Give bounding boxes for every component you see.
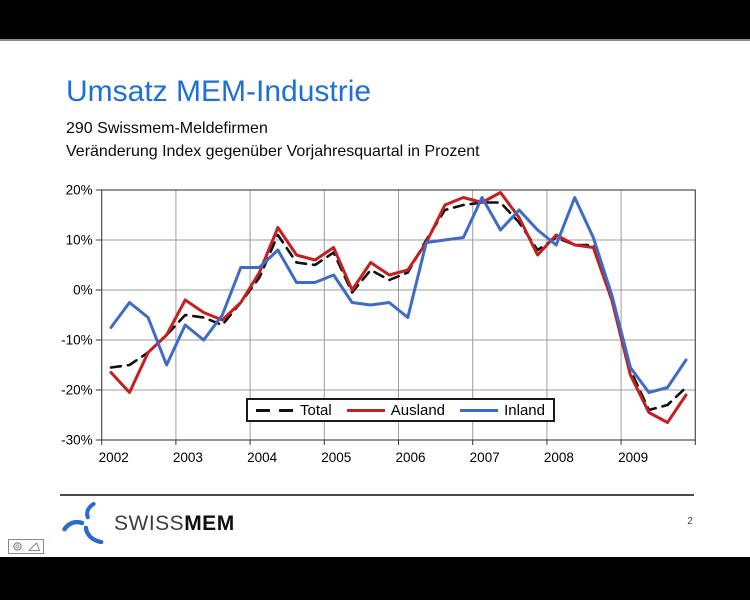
svg-text:2002: 2002: [99, 450, 129, 465]
total-dashed-line-sample: [256, 408, 294, 412]
annotation-pen-menu-icon[interactable]: [12, 541, 23, 552]
swissmem-logo: SWISSMEM: [60, 502, 235, 544]
svg-text:2005: 2005: [321, 450, 351, 465]
legend-label-ausland: Ausland: [390, 401, 446, 419]
legend-item-ausland: Ausland: [346, 401, 446, 419]
slide-subtitle: 290 Swissmem-Meldefirmen Veränderung Ind…: [66, 117, 686, 163]
presenter-toolbar[interactable]: [8, 539, 44, 554]
subtitle-line-1: 290 Swissmem-Meldefirmen: [66, 120, 268, 137]
legend-label-total: Total: [300, 401, 332, 419]
swissmem-wordmark: SWISSMEM: [114, 512, 235, 536]
wordmark-swiss: SWISS: [114, 512, 185, 535]
svg-text:2007: 2007: [470, 450, 500, 465]
svg-text:2008: 2008: [544, 450, 574, 465]
svg-text:2004: 2004: [247, 450, 278, 465]
svg-text:20%: 20%: [66, 183, 93, 198]
chart-legend: Total Ausland Inland: [246, 398, 555, 422]
inland-line-sample: [460, 408, 499, 412]
slide-navigation-icon[interactable]: [27, 541, 41, 552]
svg-text:2009: 2009: [618, 450, 648, 465]
svg-text:2003: 2003: [173, 450, 203, 465]
swissmem-logo-icon: [62, 502, 104, 544]
legend-item-inland: Inland: [460, 402, 545, 419]
letterbox-bottom-bar: [0, 557, 750, 600]
footer-divider: [60, 494, 694, 496]
mem-line-chart: 20% 10% 0% -10% -20% -30% 2002 2003 2004 2005 2006…: [61, 183, 696, 465]
legend-label-inland: Inland: [504, 401, 545, 419]
wordmark-mem: MEM: [184, 512, 235, 535]
subtitle-line-2: Veränderung Index gegenüber Vorjahresqua…: [66, 143, 480, 160]
slide-title: Umsatz MEM-Industrie: [66, 75, 372, 108]
chart-area: 20% 10% 0% -10% -20% -30% 2002 2003 2004 2005 2006…: [0, 175, 750, 485]
svg-text:-10%: -10%: [61, 333, 93, 348]
svg-text:-30%: -30%: [61, 433, 93, 448]
svg-text:10%: 10%: [66, 233, 93, 248]
legend-item-total: Total: [256, 402, 332, 419]
page-number: 2: [687, 516, 693, 527]
svg-text:-20%: -20%: [61, 383, 93, 398]
svg-text:0%: 0%: [73, 283, 93, 298]
ausland-line-sample: [346, 408, 385, 412]
svg-text:2006: 2006: [395, 450, 425, 465]
letterbox-top-bar: [0, 0, 750, 41]
